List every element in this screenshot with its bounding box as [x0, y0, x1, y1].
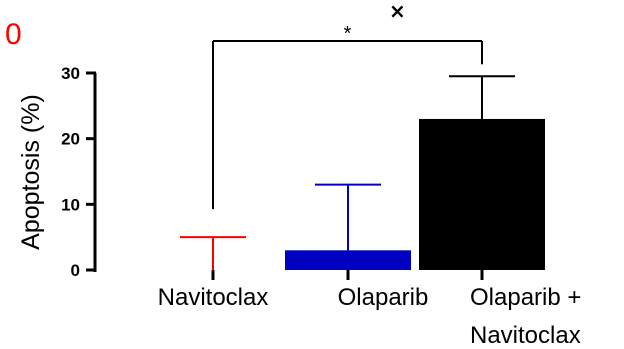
- y-tick-label: 10: [61, 195, 80, 214]
- panel-label: 0: [5, 18, 22, 51]
- x-tick-label: Olaparib: [338, 284, 429, 311]
- x-ticks: [211, 270, 484, 280]
- error-bars: [180, 75, 515, 270]
- x-tick-label-line: Navitoclax: [158, 284, 269, 311]
- significance-label: *: [344, 23, 352, 45]
- close-icon: ×: [389, 0, 406, 23]
- y-tick-label: 0: [71, 261, 80, 280]
- x-tick-label-line: Navitoclax: [470, 322, 581, 349]
- x-tick-label-line: Olaparib +: [470, 284, 581, 311]
- bar: [285, 250, 411, 270]
- y-tick-label: 30: [61, 64, 80, 83]
- significance-annotation: *: [212, 23, 483, 210]
- x-labels: Navitoclax Olaparib Olaparib + Navitoclax: [158, 284, 582, 349]
- x-tick-label: Navitoclax: [158, 284, 269, 311]
- x-tick-label: Olaparib + Navitoclax: [470, 284, 581, 349]
- y-axis-title: Apoptosis (%): [17, 94, 45, 250]
- y-tick-label: 20: [61, 130, 80, 149]
- y-ticks: 0 10 20 30: [61, 64, 96, 280]
- x-tick-label-line: Olaparib: [338, 284, 429, 311]
- bars: [285, 118, 545, 270]
- bar: [419, 118, 545, 270]
